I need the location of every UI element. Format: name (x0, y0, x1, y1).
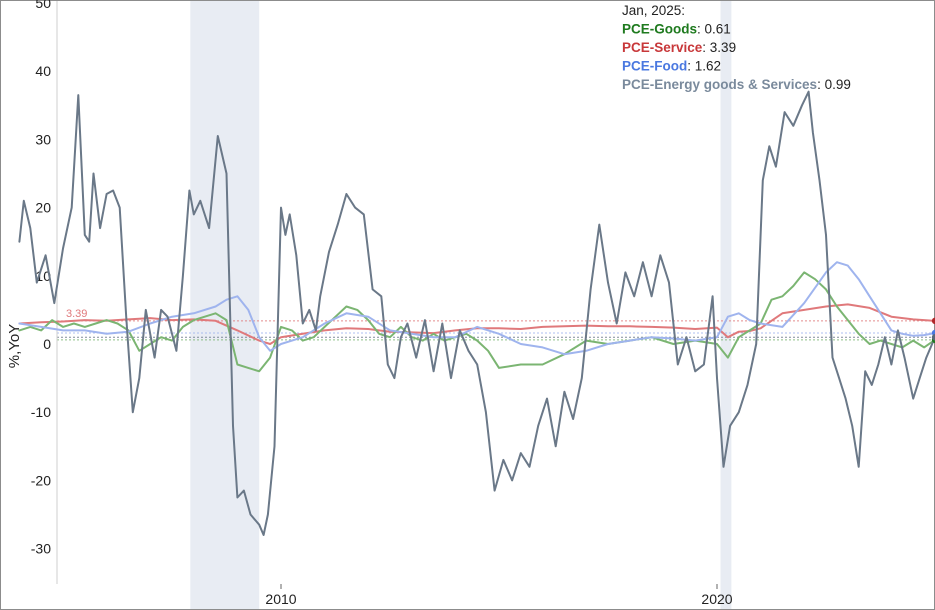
series-line-pce-food (18, 261, 935, 356)
y-tick-label: 50 (35, 0, 51, 11)
y-tick-label: 20 (35, 200, 51, 216)
legend-series-value: : 0.99 (817, 77, 851, 92)
y-tick-label: -30 (31, 541, 51, 557)
x-tick-label: 2010 (265, 591, 296, 607)
x-axis-ticks: 2010 2020 (265, 584, 733, 607)
recession-shading (190, 1, 732, 609)
series-line-pce-goods (18, 271, 935, 373)
legend-series-value: : 0.61 (697, 22, 731, 37)
legend-entry-0: PCE-Goods: 0.61 (622, 22, 731, 37)
legend-entry-2: PCE-Food: 1.62 (622, 59, 721, 74)
y-tick-label: 30 (35, 131, 51, 147)
legend-series-name: PCE-Service (622, 40, 703, 55)
last-value-markers (931, 317, 935, 344)
legend-series-value: : 1.62 (687, 59, 721, 74)
legend-series-name: PCE-Energy goods & Services (622, 77, 817, 92)
last-value-dot-3 (931, 334, 935, 341)
legend-series-value: : 3.39 (702, 40, 736, 55)
y-axis-label: %,YoY (6, 324, 23, 368)
legend-heading: Jan, 2025: (622, 3, 685, 18)
series-line-pce-energy-goods-services (18, 90, 935, 536)
y-tick-label: -20 (31, 472, 51, 488)
y-tick-label: -10 (31, 404, 51, 420)
recession-band-0 (190, 1, 260, 609)
series-line-pce-service (18, 303, 935, 345)
last-value-dot-1 (931, 317, 935, 325)
legend-series-name: PCE-Food (622, 59, 687, 74)
y-tick-label: 40 (35, 63, 51, 79)
legend: Jan, 2025: PCE-Goods: 0.61 PCE-Service: 3… (622, 3, 851, 92)
recession-band-1 (720, 1, 732, 609)
service-last-value-label: 3.39 (66, 308, 87, 320)
legend-entry-3: PCE-Energy goods & Services: 0.99 (622, 77, 851, 92)
y-tick-label: 0 (43, 336, 51, 352)
legend-series-name: PCE-Goods (622, 22, 697, 37)
x-tick-label: 2020 (701, 591, 732, 607)
legend-entry-1: PCE-Service: 3.39 (622, 40, 736, 55)
series-lines (18, 90, 935, 536)
